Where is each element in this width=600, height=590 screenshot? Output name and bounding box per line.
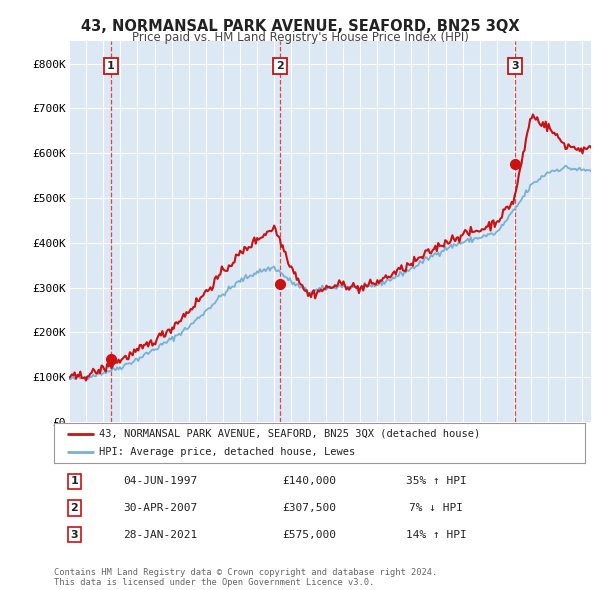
Text: 1: 1 bbox=[107, 61, 115, 71]
Text: 2: 2 bbox=[70, 503, 78, 513]
Text: 35% ↑ HPI: 35% ↑ HPI bbox=[406, 477, 467, 486]
Text: £307,500: £307,500 bbox=[282, 503, 336, 513]
Text: 43, NORMANSAL PARK AVENUE, SEAFORD, BN25 3QX: 43, NORMANSAL PARK AVENUE, SEAFORD, BN25… bbox=[80, 19, 520, 34]
Text: £575,000: £575,000 bbox=[282, 530, 336, 539]
Text: 1: 1 bbox=[70, 477, 78, 486]
Text: 30-APR-2007: 30-APR-2007 bbox=[123, 503, 197, 513]
Text: 7% ↓ HPI: 7% ↓ HPI bbox=[409, 503, 463, 513]
Text: 3: 3 bbox=[70, 530, 78, 539]
Text: 04-JUN-1997: 04-JUN-1997 bbox=[123, 477, 197, 486]
Text: Contains HM Land Registry data © Crown copyright and database right 2024.
This d: Contains HM Land Registry data © Crown c… bbox=[54, 568, 437, 587]
Text: 28-JAN-2021: 28-JAN-2021 bbox=[123, 530, 197, 539]
Text: 43, NORMANSAL PARK AVENUE, SEAFORD, BN25 3QX (detached house): 43, NORMANSAL PARK AVENUE, SEAFORD, BN25… bbox=[99, 429, 481, 439]
Text: Price paid vs. HM Land Registry's House Price Index (HPI): Price paid vs. HM Land Registry's House … bbox=[131, 31, 469, 44]
Text: 14% ↑ HPI: 14% ↑ HPI bbox=[406, 530, 467, 539]
Text: HPI: Average price, detached house, Lewes: HPI: Average price, detached house, Lewe… bbox=[99, 447, 355, 457]
Text: £140,000: £140,000 bbox=[282, 477, 336, 486]
Text: 3: 3 bbox=[512, 61, 519, 71]
Text: 2: 2 bbox=[276, 61, 284, 71]
